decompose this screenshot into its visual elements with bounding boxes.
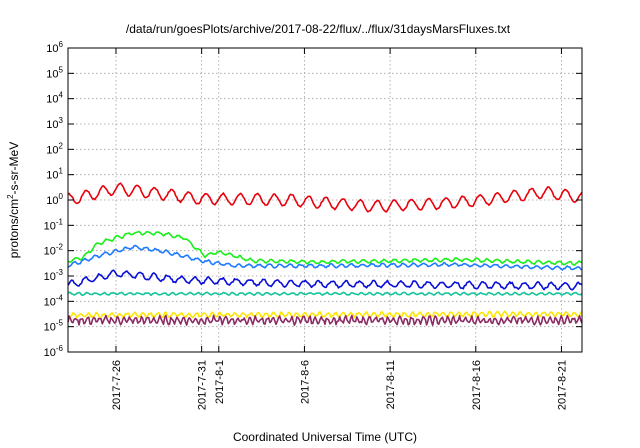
x-tick-label: 2017-8-1 <box>214 360 226 404</box>
x-tick-label: 2017-8-16 <box>471 360 483 410</box>
y-tick-base: 10 <box>46 170 58 182</box>
y-tick-base: 10 <box>46 195 58 207</box>
y-tick-label: 10-2 <box>44 243 64 258</box>
y-tick-exp: 4 <box>59 91 64 100</box>
grid <box>68 48 582 352</box>
x-tick-label: 2017-8-21 <box>556 360 568 410</box>
y-axis-label-rest: -s-sr-MeV <box>7 142 21 195</box>
y-tick-exp: 0 <box>59 192 64 201</box>
y-tick-base: 10 <box>44 322 56 334</box>
y-tick-base: 10 <box>44 246 56 258</box>
y-tick-exp: 3 <box>59 116 64 125</box>
y-tick-label: 105 <box>46 65 63 80</box>
x-tick-label: 2017-8-11 <box>385 360 397 409</box>
y-tick-label: 10-5 <box>44 319 64 334</box>
y-axis-label-sup: 2 <box>6 194 15 199</box>
series-line-purple <box>67 314 583 326</box>
y-tick-label: 103 <box>46 116 63 131</box>
y-tick-label: 102 <box>46 141 63 156</box>
y-tick-base: 10 <box>46 119 58 131</box>
y-tick-exp: 1 <box>59 167 64 176</box>
y-tick-exp: 2 <box>59 141 64 150</box>
x-axis-label: Coordinated Universal Time (UTC) <box>233 430 417 444</box>
y-tick-label: 10-3 <box>44 268 64 283</box>
y-tick-exp: -5 <box>56 319 64 328</box>
y-tick-label: 104 <box>46 91 63 106</box>
series-line-teal <box>67 291 583 296</box>
series-line-red <box>67 182 583 213</box>
y-tick-label: 10-6 <box>44 344 64 359</box>
y-tick-exp: -4 <box>56 293 64 302</box>
y-tick-base: 10 <box>44 220 56 232</box>
y-axis-label-main: protons/cm <box>7 199 21 258</box>
y-tick-base: 10 <box>44 296 56 308</box>
y-tick-exp: 5 <box>59 65 64 74</box>
y-tick-exp: -2 <box>56 243 64 252</box>
series-line-blue <box>67 269 583 291</box>
y-tick-exp: 6 <box>59 40 64 49</box>
x-tick-label: 2017-7-26 <box>111 360 123 410</box>
y-tick-label: 101 <box>46 167 63 182</box>
chart-title: /data/run/goesPlots/archive/2017-08-22/f… <box>126 22 511 36</box>
y-tick-exp: -3 <box>56 268 64 277</box>
y-tick-base: 10 <box>46 94 58 106</box>
series-lines <box>67 182 583 326</box>
y-tick-label: 106 <box>46 40 63 55</box>
x-axis: 2017-7-26 2017-7-31 2017-8-1 2017-8-6 2017-8… <box>111 48 568 410</box>
y-tick-base: 10 <box>46 43 58 55</box>
y-tick-exp: -1 <box>56 217 64 226</box>
y-tick-label: 10-4 <box>44 293 64 308</box>
series-line-green <box>67 230 583 266</box>
y-tick-exp: -6 <box>56 344 64 353</box>
y-tick-base: 10 <box>46 68 58 80</box>
y-tick-base: 10 <box>46 144 58 156</box>
y-tick-label: 10-1 <box>44 217 64 232</box>
series-line-yellow <box>67 310 583 319</box>
x-tick-label: 2017-8-6 <box>299 360 311 404</box>
y-axis-label: protons/cm2-s-sr-MeV <box>6 142 21 258</box>
x-tick-label: 2017-7-31 <box>197 360 209 410</box>
y-tick-base: 10 <box>44 271 56 283</box>
y-tick-base: 10 <box>44 347 56 359</box>
y-tick-label: 100 <box>46 192 63 207</box>
series-line-light-blue <box>67 244 583 271</box>
y-axis: 10-610-510-410-310-210-11001011021031041… <box>44 40 582 359</box>
